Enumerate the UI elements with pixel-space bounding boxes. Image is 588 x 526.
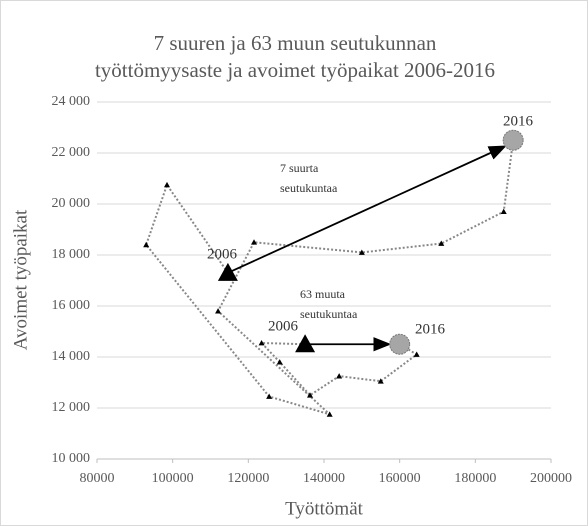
x-tick-label: 120000	[227, 471, 269, 486]
chart-title: 7 suuren ja 63 muun seutukunnan työttömy…	[94, 31, 496, 82]
point	[336, 373, 343, 379]
point	[377, 378, 384, 384]
y-tick-label: 22 000	[52, 145, 91, 160]
y-tick-label: 14 000	[52, 349, 91, 364]
arrow	[227, 145, 507, 274]
point	[163, 181, 170, 188]
point	[276, 359, 283, 365]
point	[266, 393, 273, 399]
x-tick-label: 160000	[379, 471, 421, 486]
annotation: 2016	[415, 321, 446, 337]
point	[438, 240, 445, 246]
y-tick-label: 24 000	[52, 94, 91, 109]
x-axis-label: Työttömät	[285, 498, 364, 519]
x-tick-label: 180000	[454, 471, 496, 486]
annotation: 2016	[503, 113, 534, 129]
point	[307, 392, 314, 398]
x-tick-label: 140000	[303, 471, 345, 486]
y-axis-label: Avoimet työpaikat	[10, 209, 31, 350]
series-label: 7 suurta seutukuntaa	[280, 161, 338, 195]
point	[500, 208, 507, 215]
y-tick-label: 20 000	[52, 196, 91, 211]
x-tick-label: 100000	[152, 471, 194, 486]
x-tick-label: 80000	[80, 471, 115, 486]
y-tick-label: 12 000	[52, 400, 91, 415]
end-marker	[502, 129, 524, 151]
annotation: 2006	[207, 246, 238, 262]
series-label: 63 muuta seutukuntaa	[300, 287, 358, 321]
point	[215, 308, 222, 314]
y-tick-label: 18 000	[52, 247, 91, 262]
y-tick-label: 16 000	[52, 298, 91, 313]
point	[326, 411, 333, 417]
point	[358, 249, 365, 255]
annotation: 2006	[268, 318, 299, 334]
y-tick-label: 10 000	[52, 451, 91, 466]
start-marker	[295, 334, 316, 353]
point	[251, 239, 258, 245]
x-tick-label: 200000	[530, 471, 572, 486]
point	[143, 241, 150, 248]
point	[258, 339, 265, 346]
series-line	[259, 341, 419, 397]
start-marker	[217, 262, 238, 281]
point	[413, 351, 420, 357]
end-marker	[389, 333, 411, 355]
